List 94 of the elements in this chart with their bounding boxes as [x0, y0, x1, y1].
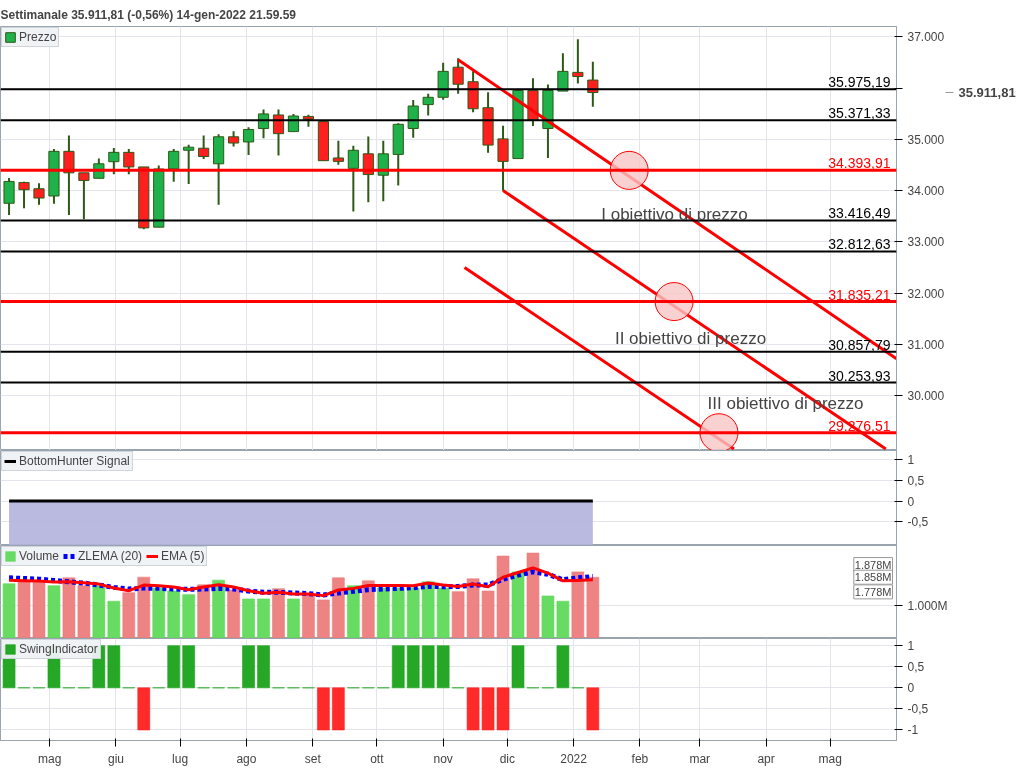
- bar: [287, 598, 300, 638]
- y-tick-label: 31.000: [907, 337, 945, 352]
- legend-label: Volume: [19, 549, 60, 563]
- y-tick-label: 0,5: [907, 473, 925, 488]
- bar: [272, 588, 285, 638]
- candlestick: [33, 182, 45, 206]
- y-tick-label: 1.000M: [907, 598, 948, 613]
- legend-label: BottomHunter Signal: [19, 454, 130, 468]
- x-tick-label: mag: [38, 751, 62, 766]
- x-tick-label: mag: [818, 751, 842, 766]
- bar: [197, 584, 210, 638]
- candlestick: [422, 92, 434, 117]
- bar: [212, 579, 225, 638]
- y-tick-label: 35.000: [907, 132, 945, 147]
- ref-line-label: 31.835,21: [828, 286, 891, 303]
- bar: [347, 585, 360, 638]
- candlestick: [557, 52, 569, 93]
- candlestick: [168, 147, 180, 183]
- candlestick: [572, 38, 584, 85]
- y-tick-label: 1: [907, 453, 915, 468]
- y-tick-label: 32.000: [907, 286, 945, 301]
- bar: [137, 576, 151, 638]
- candlestick: [242, 126, 255, 156]
- x-tick-label: dic: [499, 751, 515, 766]
- candlestick: [63, 134, 75, 217]
- candlestick: [3, 177, 15, 217]
- bar: [317, 599, 330, 638]
- bar: [257, 598, 270, 638]
- bar: [167, 590, 180, 638]
- bar: [2, 583, 16, 638]
- legend-label: ZLEMA (20): [78, 549, 143, 563]
- x-tick-label: ott: [370, 751, 385, 766]
- bar: [227, 589, 240, 638]
- x-tick-label: ago: [236, 751, 257, 766]
- annotation: 1.778M: [854, 585, 892, 598]
- legend-label: Prezzo: [19, 30, 57, 44]
- ref-line-label: 33.416,49: [828, 205, 891, 222]
- legend-label: EMA (5): [161, 549, 205, 563]
- x-tick-label: nov: [433, 751, 453, 766]
- x-tick-label: set: [304, 751, 322, 766]
- candlestick: [198, 134, 210, 161]
- bar: [302, 594, 315, 638]
- bar: [152, 587, 166, 638]
- text: 35.911,81: [958, 85, 1016, 101]
- bar: [436, 587, 450, 638]
- x-tick-label: lug: [172, 751, 189, 766]
- candlestick: [123, 147, 135, 176]
- x-tick-label: giu: [107, 751, 124, 766]
- annotation: 1.878M: [854, 558, 892, 571]
- bar: [406, 587, 420, 638]
- bar: [182, 594, 195, 638]
- bar: [526, 552, 540, 638]
- y-tick-label: 34.000: [907, 184, 945, 199]
- chart-title: Settimanale 35.911,81 (-0,56%) 14-gen-2022 21.59.59: [0, 7, 297, 22]
- x-tick-label: 2022: [560, 751, 588, 766]
- bar: [47, 585, 61, 638]
- y-tick-label: 33.000: [907, 235, 945, 250]
- candlestick: [452, 57, 464, 95]
- candlestick: [497, 124, 509, 192]
- bar: [511, 571, 525, 638]
- candlestick: [272, 108, 285, 157]
- y-tick-label: 0: [907, 681, 915, 696]
- x-tick-label: apr: [757, 751, 775, 766]
- bar: [376, 587, 390, 638]
- candlestick: [183, 143, 195, 185]
- x-tick-label: mar: [689, 751, 711, 766]
- bar: [421, 581, 435, 638]
- y-tick-label: -1: [907, 723, 919, 738]
- candlestick: [332, 139, 344, 166]
- ref-line-label: 35.975,19: [828, 74, 891, 91]
- bar: [332, 577, 345, 638]
- ref-line-label: 35.371,33: [828, 105, 891, 122]
- ref-line-label: 30.253,93: [828, 367, 891, 384]
- y-tick-label: 30.000: [907, 389, 945, 404]
- bar: [122, 592, 136, 638]
- y-tick-label: 37.000: [907, 30, 945, 45]
- annotation: 1.858M: [854, 571, 892, 584]
- candlestick: [108, 146, 120, 176]
- ref-line-label: 32.812,63: [828, 236, 891, 253]
- y-tick-label: 1: [907, 639, 915, 654]
- candlestick: [18, 180, 30, 210]
- candlestick: [587, 60, 599, 108]
- candlestick: [78, 171, 90, 221]
- bar: [242, 598, 255, 638]
- candlestick: [347, 144, 359, 213]
- x-tick-label: feb: [631, 751, 649, 766]
- y-tick-label: 0,5: [907, 660, 925, 675]
- y-tick-label: -0,5: [907, 515, 929, 530]
- legend-label: SwingIndicator: [19, 642, 98, 656]
- y-tick-label: -0,5: [907, 702, 929, 717]
- y-tick-label: 0: [907, 494, 915, 509]
- candlestick: [407, 99, 419, 139]
- ref-line-label: 34.393,91: [828, 155, 891, 172]
- bar: [391, 587, 405, 638]
